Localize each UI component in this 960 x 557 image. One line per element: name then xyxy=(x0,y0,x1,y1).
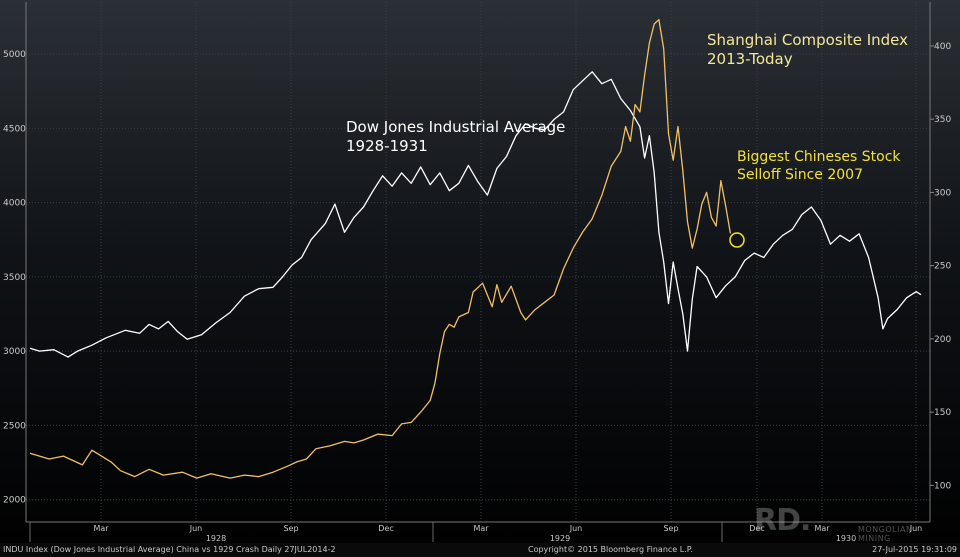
selloff-marker-circle xyxy=(729,232,745,248)
left-tick-label: 2500 xyxy=(3,421,26,431)
footer-bar: INDU Index (Dow Jones Industrial Average… xyxy=(0,543,960,557)
left-tick-label: 4000 xyxy=(3,199,26,209)
axes: 2000 2500 3000 3500 4000 4500 5000 100 150 200 250… xyxy=(3,2,951,543)
selloff-annotation-line: Biggest Chineses Stock xyxy=(737,149,901,165)
shanghai-annotation-line: 2013-Today xyxy=(707,50,793,68)
month-label: Jun xyxy=(909,524,923,533)
watermark: RD. MONGOLIAN MINING xyxy=(754,503,934,543)
left-tick-label: 4500 xyxy=(3,124,26,134)
shanghai-annotation-line: Shanghai Composite Index xyxy=(707,31,908,49)
right-tick-label: 150 xyxy=(934,408,951,418)
month-label: Mar xyxy=(93,524,109,533)
right-tick-label: 200 xyxy=(934,335,951,345)
footer-left: INDU Index (Dow Jones Industrial Average… xyxy=(3,545,336,554)
right-tick-label: 100 xyxy=(934,481,951,491)
right-tick-label: 350 xyxy=(934,115,951,125)
left-tick-label: 3000 xyxy=(3,347,26,357)
year-label: 1928 xyxy=(206,534,226,543)
right-tick-label: 300 xyxy=(934,188,951,198)
shanghai-line xyxy=(29,18,732,479)
left-tick-label: 3500 xyxy=(3,273,26,283)
dow-jones-line xyxy=(29,71,922,358)
left-tick-label: 5000 xyxy=(3,50,26,60)
month-label: Sep xyxy=(663,524,678,533)
watermark-logo: RD. xyxy=(754,503,811,538)
month-label: Sep xyxy=(283,524,298,533)
footer-timestamp: 27-Jul-2015 19:31:09 xyxy=(872,545,957,554)
month-label: Jun xyxy=(189,524,203,533)
series-group xyxy=(29,18,922,479)
gridlines xyxy=(26,2,930,522)
footer-copyright: Copyright© 2015 Bloomberg Finance L.P. xyxy=(528,545,693,554)
month-label: Dec xyxy=(378,524,393,533)
dow-jones-annotation-line: 1928-1931 xyxy=(346,137,428,155)
month-label: Mar xyxy=(473,524,489,533)
left-tick-label: 2000 xyxy=(3,496,26,506)
selloff-annotation-line: Selloff Since 2007 xyxy=(737,167,863,183)
dow-jones-annotation-line: Dow Jones Industrial Average xyxy=(346,118,565,136)
year-label: 1930 xyxy=(836,534,856,543)
right-tick-label: 250 xyxy=(934,262,951,272)
watermark-text: MONGOLIAN MINING xyxy=(858,525,913,543)
month-label: Mar xyxy=(814,524,830,533)
month-label: Dec xyxy=(749,524,764,533)
month-label: Jun xyxy=(569,524,583,533)
right-tick-label: 400 xyxy=(934,42,951,52)
year-label: 1929 xyxy=(550,534,570,543)
